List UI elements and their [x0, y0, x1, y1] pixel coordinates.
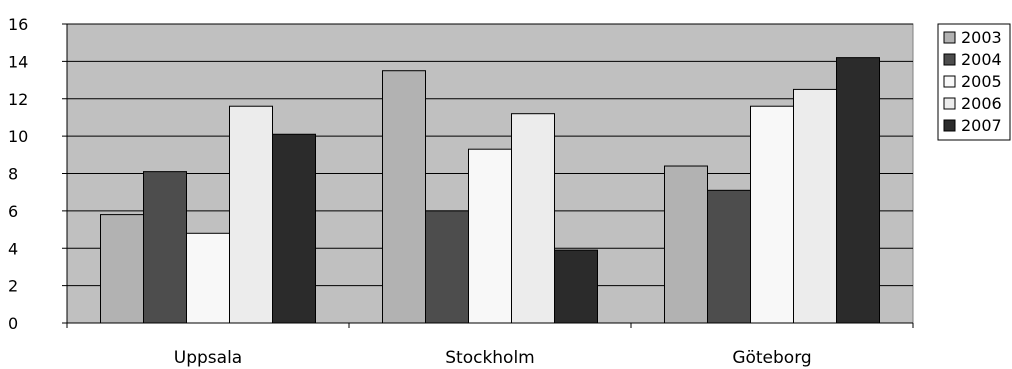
- bar-uppsala-2004: [143, 171, 187, 324]
- legend-swatch-2007: [943, 119, 956, 132]
- bar-stockholm-2005: [468, 148, 512, 324]
- bar-göteborg-2004: [707, 189, 751, 324]
- y-tick-label: 14: [8, 52, 28, 71]
- legend-swatch-2005: [943, 75, 956, 88]
- bar-göteborg-2005: [750, 105, 794, 324]
- bar-stockholm-2007: [554, 249, 598, 324]
- legend-label-2003: 2003: [961, 28, 1002, 47]
- bar-stockholm-2006: [511, 113, 555, 324]
- bar-göteborg-2003: [664, 165, 708, 324]
- legend-label-2005: 2005: [961, 72, 1002, 91]
- bar-uppsala-2006: [229, 105, 273, 324]
- bar-göteborg-2006: [793, 88, 837, 324]
- x-axis: Uppsala Stockholm Göteborg: [66, 322, 914, 368]
- legend-label-2006: 2006: [961, 94, 1002, 113]
- legend-label-2004: 2004: [961, 50, 1002, 69]
- x-category-label: Göteborg: [732, 348, 811, 368]
- y-tick-label: 2: [8, 277, 18, 296]
- bar-uppsala-2005: [186, 232, 230, 324]
- y-axis-ticks: 0 2 4 6 8 10 12 14 16: [8, 15, 68, 333]
- y-tick-label: 0: [8, 314, 18, 333]
- y-tick-label: 8: [8, 165, 18, 184]
- legend-swatch-2006: [943, 97, 956, 110]
- y-tick-label: 16: [8, 15, 28, 34]
- legend-swatch-2004: [943, 53, 956, 66]
- bar-göteborg-2007: [836, 57, 880, 324]
- y-tick-label: 4: [8, 239, 18, 258]
- legend: 2003 2004 2005 2006 2007: [937, 23, 1011, 141]
- bar-uppsala-2007: [272, 133, 316, 324]
- x-category-label: Stockholm: [445, 348, 535, 368]
- y-tick-label: 6: [8, 202, 18, 221]
- legend-swatch-2003: [943, 31, 956, 44]
- bar-stockholm-2004: [425, 210, 469, 324]
- legend-label-2007: 2007: [961, 116, 1002, 135]
- bar-uppsala-2003: [100, 214, 144, 324]
- y-tick-label: 10: [8, 127, 28, 146]
- bar-stockholm-2003: [382, 70, 426, 324]
- y-tick-label: 12: [8, 90, 28, 109]
- x-category-label: Uppsala: [174, 348, 242, 368]
- bars: [100, 57, 880, 324]
